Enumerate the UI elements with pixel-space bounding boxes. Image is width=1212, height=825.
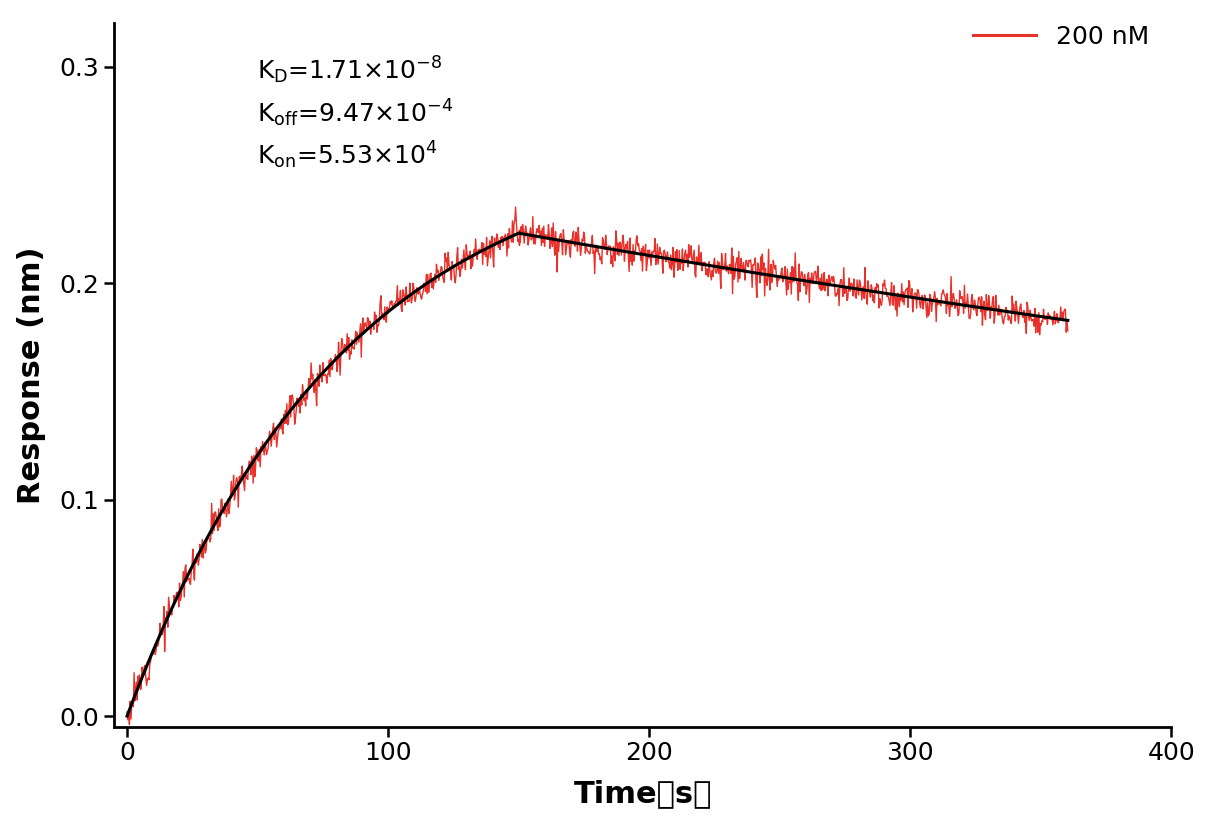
200 nM [898,288,913,298]
Text: K$_{\rm on}$=5.53×10$^{4}$: K$_{\rm on}$=5.53×10$^{4}$ [257,139,438,171]
X-axis label: Time（s）: Time（s） [573,780,711,808]
Text: K$_{\rm off}$=9.47×10$^{-4}$: K$_{\rm off}$=9.47×10$^{-4}$ [257,97,453,129]
200 nM [508,202,522,212]
200 nM [422,287,436,297]
200 nM [1060,326,1075,336]
Legend: 200 nM: 200 nM [964,15,1159,59]
200 nM [448,270,463,280]
Y-axis label: Response (nm): Response (nm) [17,247,46,504]
Line: 200 nM: 200 nM [127,207,1068,724]
200 nM [534,223,549,233]
200 nM [122,719,137,729]
200 nM [120,707,135,717]
200 nM [701,272,715,282]
Text: K$_{\rm D}$=1.71×10$^{-8}$: K$_{\rm D}$=1.71×10$^{-8}$ [257,55,441,87]
200 nM [675,244,690,254]
